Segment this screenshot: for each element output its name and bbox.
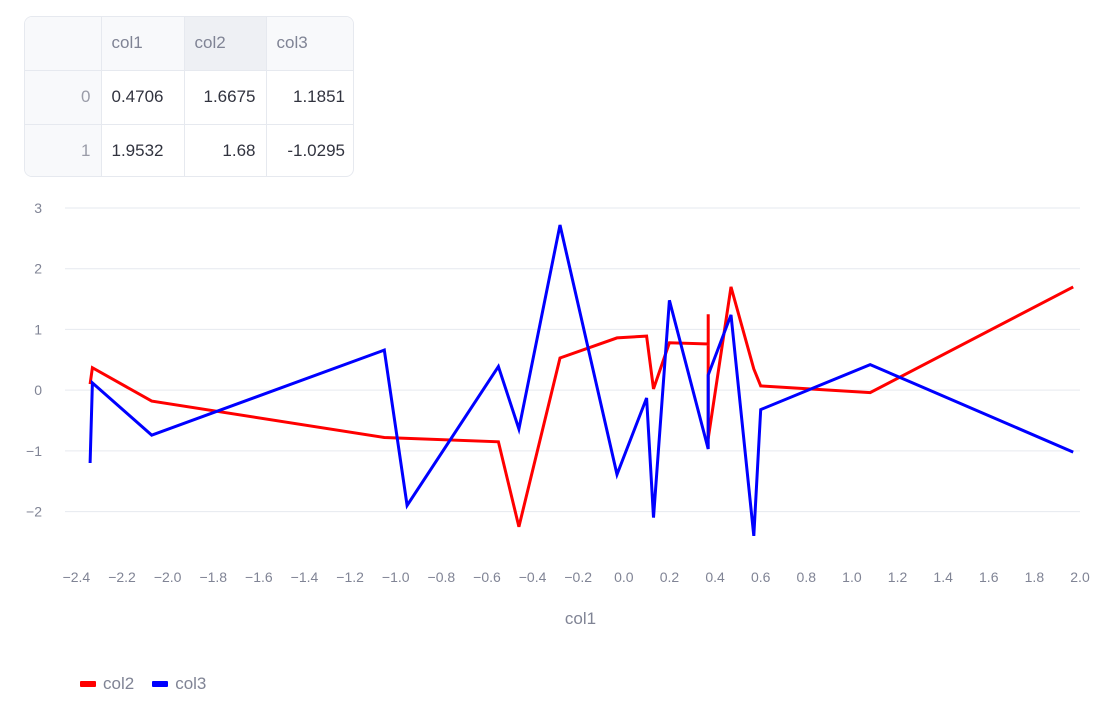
x-tick-label: 0.2	[660, 569, 680, 585]
x-tick-label: 0.8	[797, 569, 817, 585]
index-header	[25, 17, 102, 71]
chart-gridlines	[65, 207, 1080, 513]
line-chart[interactable]: −2 −1 0 1 2 3 −2.4 −2.2 −2.0 −1.8 −1.6 −1.4 −1.2 −1.…	[0, 190, 1115, 640]
x-tick-label: −0.2	[564, 569, 592, 585]
table-cell[interactable]: 0.4706	[101, 70, 185, 125]
column-header-col1[interactable]: col1	[101, 17, 185, 71]
x-tick-label: −0.4	[519, 569, 547, 585]
x-tick-label: 2.0	[1070, 569, 1090, 585]
y-tick-label: 3	[34, 200, 42, 216]
legend-swatch-col3	[152, 681, 169, 687]
y-tick-label: 2	[34, 261, 42, 277]
x-tick-label: −0.8	[428, 569, 456, 585]
table-cell[interactable]: -1.0295	[287, 141, 345, 161]
x-tick-label: 1.0	[842, 569, 862, 585]
row-index: 1	[25, 124, 102, 176]
table-cell[interactable]: 1.1851	[266, 70, 353, 125]
x-axis-ticks: −2.4 −2.2 −2.0 −1.8 −1.6 −1.4 −1.2 −1.0 −0.8 −0.6…	[63, 569, 1090, 585]
x-tick-label: −1.2	[336, 569, 364, 585]
x-tick-label: 0.6	[751, 569, 771, 585]
y-tick-label: −1	[26, 443, 42, 459]
table-row: 1 1.9532 1.68 -1.0295	[25, 124, 353, 176]
x-tick-label: −2.0	[154, 569, 182, 585]
x-tick-label: −1.4	[291, 569, 319, 585]
x-tick-label: −2.4	[63, 569, 91, 585]
y-tick-label: 0	[34, 382, 42, 398]
x-tick-label: −1.0	[382, 569, 410, 585]
legend-label-col3: col3	[175, 674, 207, 693]
x-axis-title: col1	[565, 609, 596, 628]
legend-swatch-col2	[80, 681, 96, 687]
y-tick-label: 1	[34, 321, 42, 337]
legend-item-col3[interactable]: col3	[152, 674, 206, 694]
chart-series	[88, 224, 1074, 537]
x-tick-label: −1.6	[245, 569, 273, 585]
table-header-row: col1 col2 col3	[25, 17, 353, 71]
column-header-col2[interactable]: col2	[184, 17, 267, 71]
x-tick-label: 1.8	[1025, 569, 1045, 585]
x-tick-label: 1.2	[888, 569, 908, 585]
column-header-col3[interactable]: col3	[266, 17, 353, 71]
y-tick-label: −2	[26, 504, 42, 520]
chart-legend: col2 col3	[80, 674, 206, 694]
y-axis-ticks: −2 −1 0 1 2 3	[26, 200, 42, 520]
x-tick-label: −0.6	[473, 569, 501, 585]
table-cell[interactable]: 1.6675	[184, 70, 267, 125]
row-index: 0	[25, 70, 102, 125]
series-line-col2[interactable]	[88, 285, 1074, 528]
x-tick-label: 0.4	[705, 569, 725, 585]
x-tick-label: −2.2	[108, 569, 136, 585]
x-tick-label: 0.0	[614, 569, 634, 585]
dataframe-table[interactable]: col1 col2 col3 0 0.4706 1.6675 1.1851 1 …	[24, 16, 354, 177]
dataframe-grid: col1 col2 col3 0 0.4706 1.6675 1.1851 1 …	[25, 17, 353, 176]
table-cell[interactable]: 1.68	[184, 124, 267, 176]
x-tick-label: −1.8	[199, 569, 227, 585]
series-line-col3[interactable]	[88, 224, 1074, 537]
x-tick-label: 1.6	[979, 569, 999, 585]
table-row: 0 0.4706 1.6675 1.1851	[25, 70, 353, 125]
legend-label-col2: col2	[103, 674, 135, 693]
legend-item-col2[interactable]: col2	[80, 674, 134, 694]
x-tick-label: 1.4	[933, 569, 953, 585]
table-cell[interactable]: 1.9532	[101, 124, 185, 176]
